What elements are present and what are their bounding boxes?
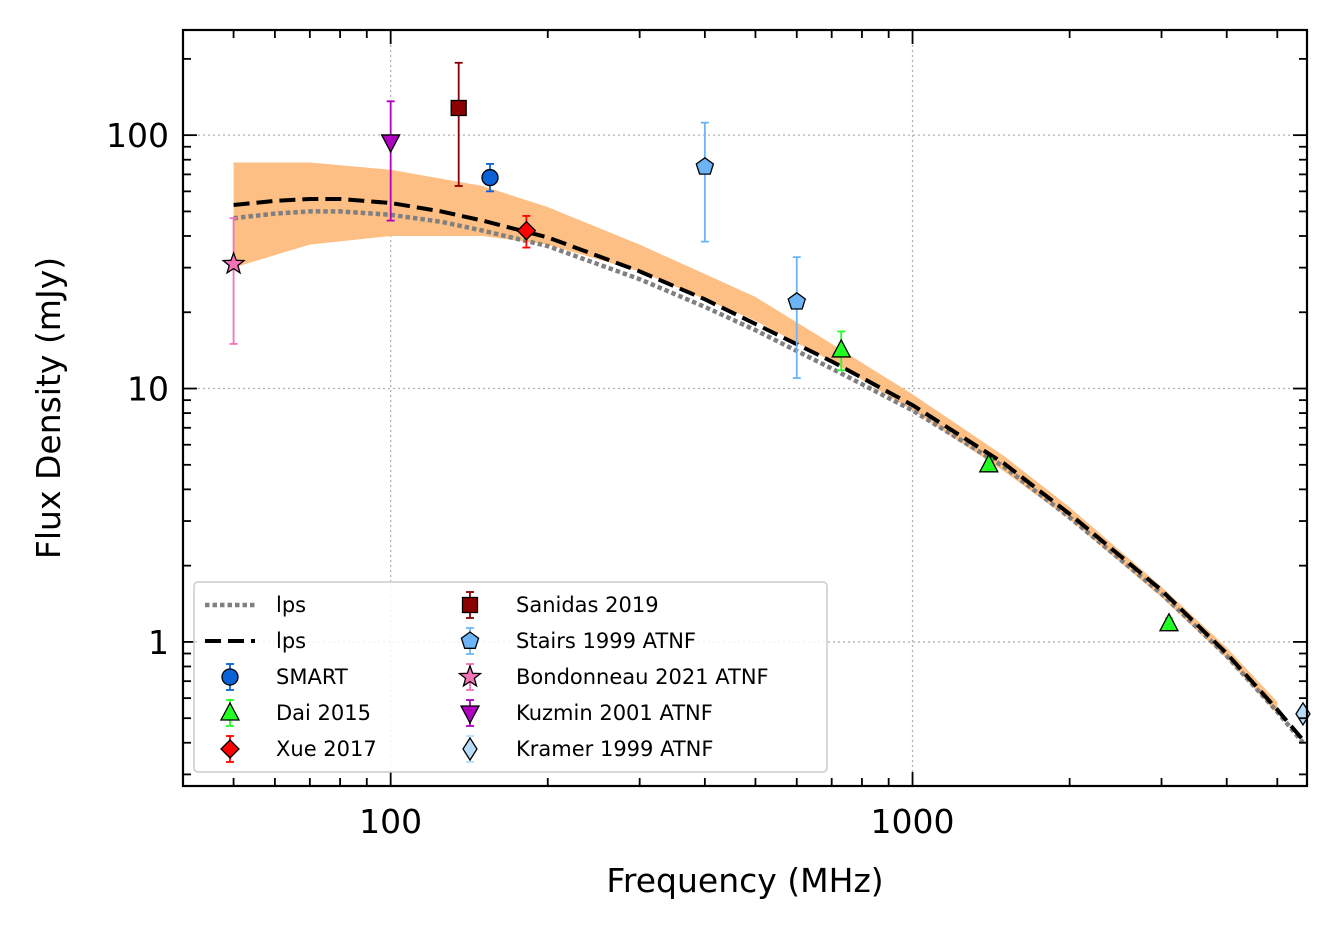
legend-entry: Kuzmin 2001 ATNF xyxy=(459,699,713,727)
legend-marker xyxy=(461,596,479,614)
fit-lines xyxy=(233,197,1305,745)
legend-label: Kuzmin 2001 ATNF xyxy=(516,701,713,725)
series-bondonneau-2021-atnf xyxy=(221,217,246,345)
legend-marker xyxy=(219,701,241,721)
data-points xyxy=(221,61,1311,727)
x-axis-label: Frequency (MHz) xyxy=(606,861,883,900)
legend-label: Bondonneau 2021 ATNF xyxy=(516,665,769,689)
legend: lps lps SMART Dai 2015 Xue 2017 Sanidas 2019 S… xyxy=(193,581,828,773)
y-tick-label: 1 xyxy=(148,623,169,662)
axis-ticks xyxy=(182,30,1307,786)
legend-label: Sanidas 2019 xyxy=(516,593,659,617)
fit-line-dashed xyxy=(233,197,1305,742)
y-tick-label: 10 xyxy=(127,370,169,409)
legend-marker xyxy=(460,631,480,649)
data-point xyxy=(221,251,246,275)
x-tick-label: 1000 xyxy=(871,802,955,841)
legend-label: Stairs 1999 ATNF xyxy=(516,629,696,653)
legend-marker xyxy=(457,664,483,688)
legend-marker xyxy=(459,705,481,725)
legend-entry: Bondonneau 2021 ATNF xyxy=(457,663,769,691)
plot-frame xyxy=(181,28,1309,788)
data-point xyxy=(481,168,499,187)
legend-entry: Stairs 1999 ATNF xyxy=(460,627,696,655)
data-point xyxy=(831,338,852,358)
fit-band xyxy=(233,162,1278,714)
data-point xyxy=(1158,612,1180,632)
y-axis-label: Flux Density (mJy) xyxy=(29,257,68,559)
legend-label: lps xyxy=(276,629,306,653)
legend-entry: Sanidas 2019 xyxy=(461,591,659,619)
series-stairs-1999-atnf xyxy=(695,121,807,379)
series-xue-2017 xyxy=(516,215,537,249)
data-point xyxy=(978,453,999,473)
data-point xyxy=(380,134,401,154)
x-tick-label: 100 xyxy=(359,802,422,841)
legend-marker xyxy=(220,739,240,759)
data-point xyxy=(516,220,537,241)
series-kuzmin-2001-atnf xyxy=(380,100,401,222)
series-sanidas-2019 xyxy=(450,61,467,187)
fit-uncertainty-band xyxy=(233,162,1278,714)
legend-box xyxy=(193,581,828,773)
y-tick-label: 100 xyxy=(106,116,169,155)
data-point xyxy=(450,99,467,117)
series-dai-2015 xyxy=(831,330,1180,632)
legend-entry: Dai 2015 xyxy=(219,699,371,727)
fit-line-dotted xyxy=(233,209,1305,745)
legend-entry: SMART xyxy=(221,663,348,691)
legend-label: lps xyxy=(276,593,306,617)
legend-entry: Xue 2017 xyxy=(220,735,377,763)
legend-marker xyxy=(221,668,239,686)
data-point xyxy=(787,291,807,310)
legend-label: SMART xyxy=(276,665,348,689)
legend-entry: lps xyxy=(205,593,306,617)
tick-labels: 100 1000 1 10 100 xyxy=(106,116,955,841)
series-smart xyxy=(481,163,499,193)
legend-entry: Kramer 1999 ATNF xyxy=(462,735,713,763)
legend-label: Xue 2017 xyxy=(276,737,377,761)
data-point xyxy=(695,156,715,175)
legend-label: Kramer 1999 ATNF xyxy=(516,737,713,761)
legend-marker xyxy=(462,736,478,762)
legend-entry: lps xyxy=(205,629,306,653)
legend-label: Dai 2015 xyxy=(276,701,371,725)
